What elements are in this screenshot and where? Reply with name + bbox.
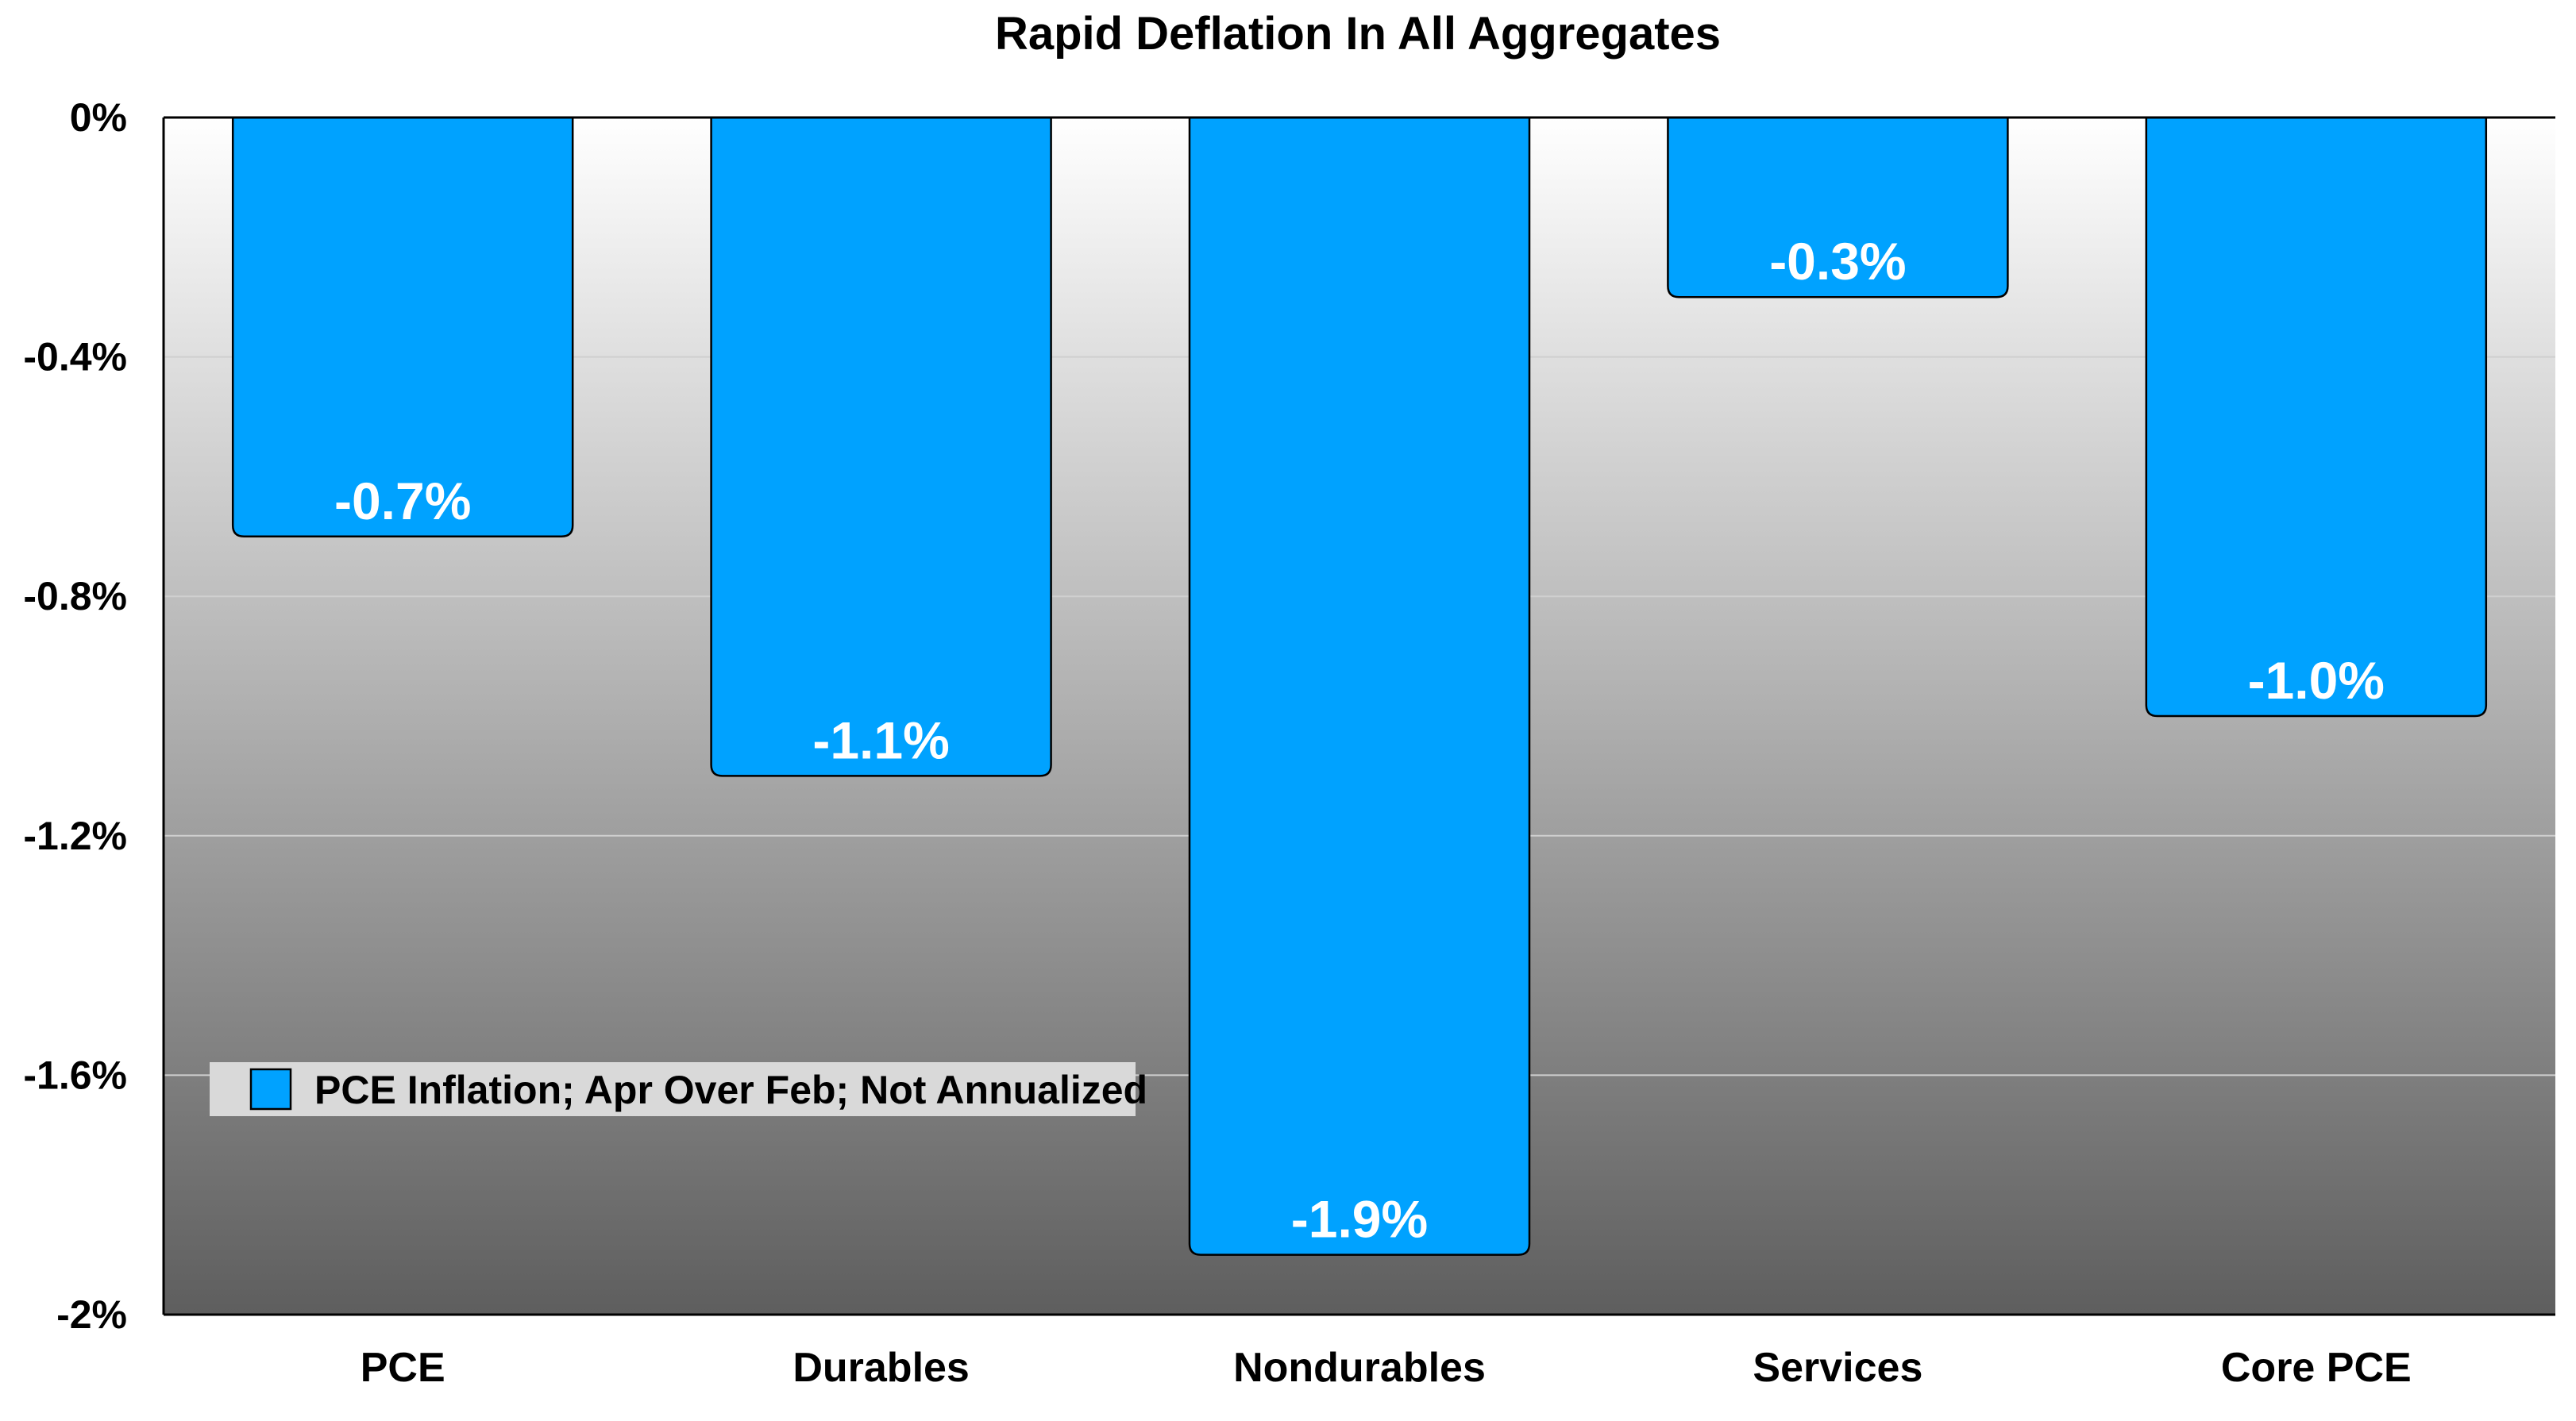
legend-box xyxy=(210,1062,1136,1116)
y-tick-label: -1.2% xyxy=(23,814,127,858)
bar-core-pce xyxy=(2145,116,2488,718)
bar-nondurables xyxy=(1188,116,1531,1256)
data-label: -1.0% xyxy=(2248,651,2385,710)
data-label: -1.9% xyxy=(1291,1190,1428,1249)
legend-swatch xyxy=(249,1068,292,1111)
x-tick-label: Durables xyxy=(792,1345,970,1391)
data-label: -0.3% xyxy=(1769,232,1906,291)
y-tick-label: -1.6% xyxy=(23,1053,127,1097)
y-tick-label: 0% xyxy=(70,95,127,140)
data-label: -0.7% xyxy=(334,472,471,530)
x-tick-label: Core PCE xyxy=(2221,1345,2412,1391)
axes: 0% -0.4% -0.8% -1.2% -1.6% -2% PCE Durables Nond… xyxy=(23,95,2555,1391)
data-labels: -0.7% -1.1% -1.9% -0.3% -1.0% xyxy=(164,116,2555,1249)
bar-services xyxy=(1667,116,2009,298)
y-tick-label: -0.4% xyxy=(23,335,127,379)
x-tick-label: Services xyxy=(1753,1345,1922,1391)
chart-title: Rapid Deflation In All Aggregates xyxy=(995,8,1721,60)
bar-durables xyxy=(710,116,1052,777)
data-label: -1.1% xyxy=(812,710,949,769)
legend: PCE Inflation; Apr Over Feb; Not Annuali… xyxy=(210,1062,1147,1116)
bars xyxy=(231,116,2488,1256)
y-tick-label: -0.8% xyxy=(23,574,127,618)
x-tick-label: Nondurables xyxy=(1233,1345,1486,1391)
legend-label: PCE Inflation; Apr Over Feb; Not Annuali… xyxy=(314,1068,1147,1112)
bar-pce xyxy=(231,116,574,538)
y-tick-label: -2% xyxy=(56,1292,127,1337)
x-tick-label: PCE xyxy=(361,1345,445,1391)
